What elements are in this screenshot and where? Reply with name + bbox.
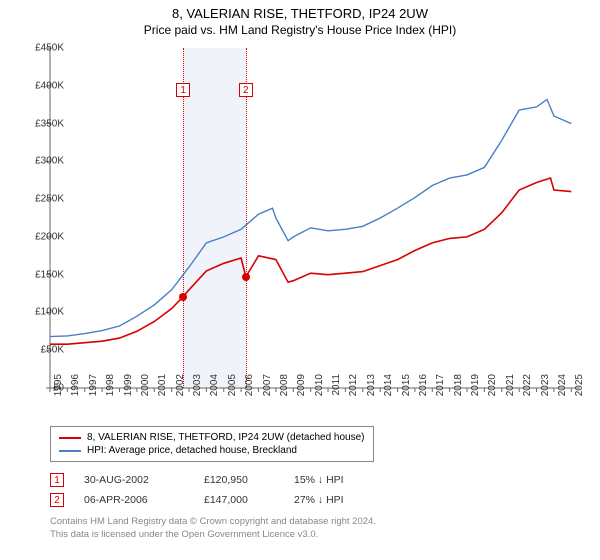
x-tick-label: 2010 [314, 374, 325, 404]
chart-title: 8, VALERIAN RISE, THETFORD, IP24 2UW [0, 0, 600, 21]
row-price: £120,950 [204, 474, 274, 486]
x-tick-label: 2002 [175, 374, 186, 404]
x-tick-label: 2015 [401, 374, 412, 404]
x-tick-label: 2005 [227, 374, 238, 404]
legend-label: HPI: Average price, detached house, Brec… [87, 445, 297, 456]
x-tick-label: 1999 [123, 374, 134, 404]
table-row: 2 06-APR-2006 £147,000 27% ↓ HPI [50, 490, 384, 510]
legend-row: HPI: Average price, detached house, Brec… [59, 444, 365, 457]
footer: Contains HM Land Registry data © Crown c… [50, 516, 376, 542]
x-tick-label: 2016 [418, 374, 429, 404]
y-tick-label: £200K [20, 231, 64, 242]
x-tick-label: 2014 [383, 374, 394, 404]
table-row: 1 30-AUG-2002 £120,950 15% ↓ HPI [50, 470, 384, 490]
x-tick-label: 2013 [366, 374, 377, 404]
x-tick-label: 2001 [157, 374, 168, 404]
y-tick-label: £350K [20, 118, 64, 129]
y-tick-label: £450K [20, 43, 64, 54]
x-tick-label: 2019 [470, 374, 481, 404]
x-tick-label: 2006 [244, 374, 255, 404]
x-tick-label: 2008 [279, 374, 290, 404]
y-tick-label: £400K [20, 80, 64, 91]
x-tick-label: 2023 [540, 374, 551, 404]
legend-row: 8, VALERIAN RISE, THETFORD, IP24 2UW (de… [59, 431, 365, 444]
x-tick-label: 1997 [88, 374, 99, 404]
x-tick-label: 1995 [53, 374, 64, 404]
row-marker: 1 [50, 473, 64, 487]
x-tick-label: 1996 [70, 374, 81, 404]
x-tick-label: 2022 [522, 374, 533, 404]
x-tick-label: 2021 [505, 374, 516, 404]
x-tick-label: 2009 [296, 374, 307, 404]
y-tick-label: £250K [20, 194, 64, 205]
row-date: 06-APR-2006 [84, 494, 184, 506]
y-tick-label: £100K [20, 307, 64, 318]
x-tick-label: 2011 [331, 374, 342, 404]
x-tick-label: 2000 [140, 374, 151, 404]
x-tick-label: 2024 [557, 374, 568, 404]
y-tick-label: £300K [20, 156, 64, 167]
line-series [50, 48, 580, 388]
transactions-table: 1 30-AUG-2002 £120,950 15% ↓ HPI 2 06-AP… [50, 470, 384, 510]
x-tick-label: 2012 [348, 374, 359, 404]
x-tick-label: 2017 [435, 374, 446, 404]
data-marker [242, 273, 250, 281]
series-hpi [50, 99, 571, 336]
y-tick-label: £150K [20, 269, 64, 280]
y-tick-label: £50K [20, 345, 64, 356]
x-tick-label: 2007 [262, 374, 273, 404]
plot-area: 12 [50, 48, 580, 388]
x-tick-label: 2003 [192, 374, 203, 404]
footer-line: Contains HM Land Registry data © Crown c… [50, 516, 376, 529]
data-marker [179, 293, 187, 301]
footer-line: This data is licensed under the Open Gov… [50, 529, 376, 542]
chart-container: 8, VALERIAN RISE, THETFORD, IP24 2UW Pri… [0, 0, 600, 560]
row-pct: 27% ↓ HPI [294, 494, 384, 506]
legend-label: 8, VALERIAN RISE, THETFORD, IP24 2UW (de… [87, 432, 365, 443]
x-tick-label: 2004 [209, 374, 220, 404]
legend: 8, VALERIAN RISE, THETFORD, IP24 2UW (de… [50, 426, 374, 462]
x-tick-label: 2020 [487, 374, 498, 404]
legend-swatch [59, 450, 81, 452]
legend-swatch [59, 437, 81, 439]
row-date: 30-AUG-2002 [84, 474, 184, 486]
series-price_paid [50, 178, 571, 344]
x-tick-label: 2018 [453, 374, 464, 404]
row-marker: 2 [50, 493, 64, 507]
x-tick-label: 2025 [574, 374, 585, 404]
x-tick-label: 1998 [105, 374, 116, 404]
chart-subtitle: Price paid vs. HM Land Registry's House … [0, 21, 600, 37]
row-price: £147,000 [204, 494, 274, 506]
row-pct: 15% ↓ HPI [294, 474, 384, 486]
